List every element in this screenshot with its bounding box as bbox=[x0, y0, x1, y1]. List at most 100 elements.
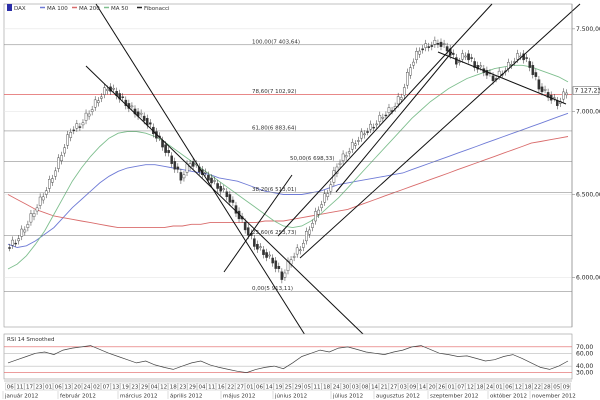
day-tick-label: 05 bbox=[553, 385, 560, 391]
candle-body bbox=[243, 221, 247, 231]
candle-body bbox=[562, 91, 565, 100]
day-tick-box bbox=[244, 382, 255, 391]
candle-body bbox=[259, 246, 262, 248]
candle-body bbox=[69, 132, 73, 138]
day-tick-box bbox=[34, 382, 44, 391]
candle-body bbox=[445, 46, 449, 52]
day-tick-box bbox=[254, 382, 264, 391]
legend-label[interactable]: MA 100 bbox=[47, 6, 68, 12]
candle-body bbox=[344, 155, 348, 158]
day-tick-label: 08 bbox=[361, 385, 368, 391]
candle-body bbox=[182, 174, 186, 179]
candle-body bbox=[516, 53, 519, 60]
day-tick-box bbox=[359, 382, 370, 391]
candle-body bbox=[451, 52, 455, 55]
legend-label[interactable]: Fibonacci bbox=[144, 6, 170, 12]
day-tick-label: 24 bbox=[333, 385, 340, 391]
candle-body bbox=[213, 180, 216, 182]
candle-body bbox=[375, 123, 379, 126]
candle-body bbox=[72, 129, 76, 132]
day-tick-box bbox=[513, 382, 523, 391]
day-tick-box bbox=[561, 382, 571, 391]
legend-label[interactable]: MA 50 bbox=[111, 6, 129, 12]
day-tick-label: 29 bbox=[294, 385, 301, 391]
day-tick-label: 05 bbox=[304, 385, 311, 391]
day-tick-label: 24 bbox=[83, 385, 90, 391]
day-tick-box bbox=[484, 382, 495, 391]
candle-body bbox=[363, 133, 366, 136]
day-tick-label: 13 bbox=[112, 385, 119, 391]
candle-body bbox=[302, 242, 305, 248]
day-tick-label: 11 bbox=[208, 385, 215, 391]
candle-body bbox=[491, 75, 495, 82]
day-tick-label: 19 bbox=[275, 385, 282, 391]
day-tick-box bbox=[5, 382, 15, 391]
candle-body bbox=[253, 238, 256, 247]
day-tick-box bbox=[312, 382, 322, 391]
day-tick-label: 23 bbox=[36, 385, 43, 391]
day-tick-label: 25 bbox=[285, 385, 292, 391]
rsi-title: RSI 14 Smoothed bbox=[7, 337, 55, 343]
price-tick-label: 6.500,00 bbox=[576, 191, 600, 198]
day-tick-box bbox=[350, 382, 360, 391]
candle-body bbox=[314, 211, 317, 222]
day-tick-label: 18 bbox=[477, 385, 484, 391]
candle-body bbox=[268, 254, 271, 257]
month-label: június 2012 bbox=[274, 393, 307, 400]
candle-body bbox=[531, 65, 535, 75]
candle-body bbox=[48, 179, 51, 189]
candle-body bbox=[164, 144, 167, 153]
month-label: augusztus 2012 bbox=[376, 394, 420, 400]
candle-body bbox=[458, 61, 461, 63]
candle-body bbox=[103, 87, 106, 95]
candle-body bbox=[170, 155, 174, 164]
legend-label[interactable]: DAX bbox=[14, 6, 26, 12]
fib-level-label: 78,60(7 102,92) bbox=[252, 89, 297, 95]
rsi-level-label: 40,00 bbox=[576, 363, 593, 370]
fib-level-label: 0,00(5 913,11) bbox=[252, 286, 293, 292]
candle-body bbox=[565, 92, 568, 96]
month-label: szeptember 2012 bbox=[430, 394, 478, 400]
day-tick-box bbox=[53, 382, 63, 391]
day-tick-label: 30 bbox=[342, 385, 349, 391]
candle-body bbox=[295, 247, 299, 255]
day-tick-box bbox=[187, 382, 197, 391]
legend-label[interactable]: MA 200 bbox=[79, 6, 100, 12]
legend[interactable]: DAX MA 100 MA 200 MA 50 Fibonacci bbox=[7, 4, 170, 12]
day-tick-box bbox=[110, 382, 121, 391]
month-label: február 2012 bbox=[60, 393, 96, 400]
day-tick-label: 01 bbox=[246, 385, 253, 391]
candle-body bbox=[409, 67, 412, 76]
day-tick-box bbox=[91, 382, 101, 391]
candle-body bbox=[271, 257, 274, 264]
month-label: április 2012 bbox=[170, 393, 202, 400]
day-tick-box bbox=[532, 382, 542, 391]
candle-body bbox=[326, 193, 330, 197]
candle-body bbox=[38, 196, 42, 206]
day-tick-label: 20 bbox=[74, 385, 81, 391]
candle-body bbox=[35, 207, 39, 212]
candle-body bbox=[222, 188, 226, 190]
month-label: július 2012 bbox=[332, 393, 363, 400]
candle-body bbox=[427, 46, 431, 48]
rsi-line bbox=[7, 345, 569, 373]
day-tick-box bbox=[225, 382, 236, 391]
day-tick-box bbox=[72, 382, 82, 391]
day-tick-box bbox=[398, 382, 408, 391]
candle-body bbox=[20, 228, 24, 237]
price-tick-label: 7.500,00 bbox=[576, 26, 600, 33]
candle-body bbox=[66, 134, 69, 146]
price-axis: 6.000,00 6.500,00 7.000,00 7.500,00 bbox=[571, 4, 600, 327]
candle-body bbox=[167, 150, 170, 154]
day-tick-label: 04 bbox=[151, 385, 158, 391]
candle-body bbox=[90, 109, 94, 112]
candle-body bbox=[555, 100, 559, 106]
day-tick-label: 11 bbox=[314, 385, 321, 391]
day-tick-box bbox=[551, 382, 562, 391]
day-tick-label: 23 bbox=[179, 385, 186, 391]
candle-body bbox=[225, 191, 229, 198]
candle-body bbox=[280, 271, 284, 280]
candle-body bbox=[60, 155, 63, 162]
candle-body bbox=[78, 126, 82, 128]
day-tick-box bbox=[14, 382, 25, 391]
